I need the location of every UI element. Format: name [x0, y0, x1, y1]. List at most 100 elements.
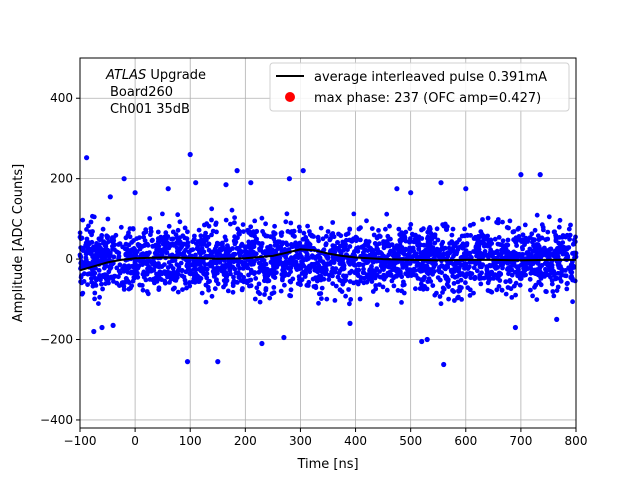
sample-point: [391, 265, 397, 270]
sample-point: [241, 229, 246, 235]
sample-point: [147, 277, 153, 282]
sample-point: [123, 235, 129, 241]
sample-point: [159, 264, 165, 269]
sample-point: [410, 232, 416, 238]
sample-point: [468, 275, 474, 281]
sample-point: [347, 301, 352, 307]
sample-point: [184, 236, 190, 242]
sample-point: [247, 283, 252, 289]
sample-point: [312, 261, 317, 267]
sample-point: [335, 274, 341, 280]
sample-point: [445, 250, 451, 256]
sample-point: [457, 284, 463, 290]
sample-point: [564, 286, 570, 292]
sample-point: [570, 241, 576, 247]
sample-point: [380, 284, 386, 290]
sample-point: [314, 275, 320, 281]
sample-point: [553, 276, 558, 282]
sample-point: [168, 263, 174, 269]
sample-point: [249, 249, 255, 254]
sample-point: [126, 230, 131, 236]
sample-point: [105, 216, 111, 222]
sample-point: [347, 320, 353, 326]
sample-point: [529, 255, 535, 261]
sample-point: [479, 233, 485, 239]
svg-text:ATLAS Upgrade: ATLAS Upgrade: [105, 68, 206, 83]
sample-point: [440, 222, 446, 228]
sample-point: [492, 272, 498, 278]
sample-point: [85, 282, 90, 287]
sample-point: [358, 225, 363, 231]
sample-point: [521, 238, 527, 244]
sample-point: [353, 248, 359, 254]
sample-point: [225, 288, 231, 294]
annotation-channel: Ch001 35dB: [110, 102, 190, 117]
sample-point: [209, 217, 214, 223]
sample-point: [529, 231, 535, 237]
sample-point: [204, 266, 210, 272]
sample-point: [553, 233, 559, 238]
sample-point: [343, 293, 348, 299]
sample-point: [338, 233, 344, 239]
sample-points: [77, 151, 579, 368]
sample-point: [326, 277, 332, 282]
sample-point: [164, 236, 169, 242]
sample-point: [144, 241, 150, 247]
sample-point: [495, 217, 501, 222]
sample-point: [251, 261, 256, 267]
x-tick-label: 500: [399, 434, 422, 448]
sample-point: [87, 261, 93, 267]
sample-point: [448, 268, 454, 273]
sample-point: [438, 301, 444, 307]
sample-point: [148, 266, 154, 271]
sample-point: [483, 242, 488, 248]
sample-point: [143, 229, 149, 235]
sample-point: [288, 220, 294, 226]
sample-point: [145, 291, 151, 297]
sample-point: [377, 282, 382, 287]
sample-point: [384, 211, 390, 217]
sample-point: [340, 261, 346, 266]
sample-point: [396, 226, 402, 232]
sample-point: [96, 247, 101, 252]
sample-point: [432, 292, 438, 298]
sample-point: [440, 254, 446, 260]
sample-point: [373, 283, 379, 288]
sample-point: [467, 264, 472, 270]
sample-point: [346, 287, 351, 292]
sample-point: [386, 243, 392, 249]
sample-point: [137, 246, 143, 252]
sample-point: [155, 229, 161, 235]
sample-point: [543, 289, 549, 294]
sample-point: [154, 279, 160, 284]
sample-point: [521, 272, 527, 278]
sample-point: [183, 247, 188, 253]
sample-point: [223, 182, 229, 188]
sample-point: [434, 226, 440, 232]
sample-point: [87, 229, 93, 235]
sample-point: [387, 223, 392, 229]
sample-point: [381, 273, 387, 278]
sample-point: [300, 244, 306, 250]
sample-point: [173, 232, 179, 238]
sample-point: [132, 190, 138, 196]
y-tick-label: 200: [50, 172, 73, 186]
sample-point: [492, 236, 498, 242]
sample-point: [510, 253, 516, 259]
sample-point: [369, 226, 375, 232]
sample-point: [107, 194, 113, 200]
sample-point: [257, 246, 262, 252]
sample-point: [520, 246, 525, 252]
sample-point: [351, 236, 356, 242]
sample-point: [176, 267, 181, 273]
sample-point: [570, 263, 575, 268]
sample-point: [374, 302, 380, 308]
sample-point: [152, 264, 158, 269]
sample-point: [299, 254, 304, 260]
sample-point: [130, 226, 136, 231]
sample-point: [478, 250, 483, 256]
sample-point: [503, 279, 509, 285]
sample-point: [296, 224, 302, 230]
sample-point: [117, 262, 123, 268]
sample-point: [288, 293, 294, 299]
